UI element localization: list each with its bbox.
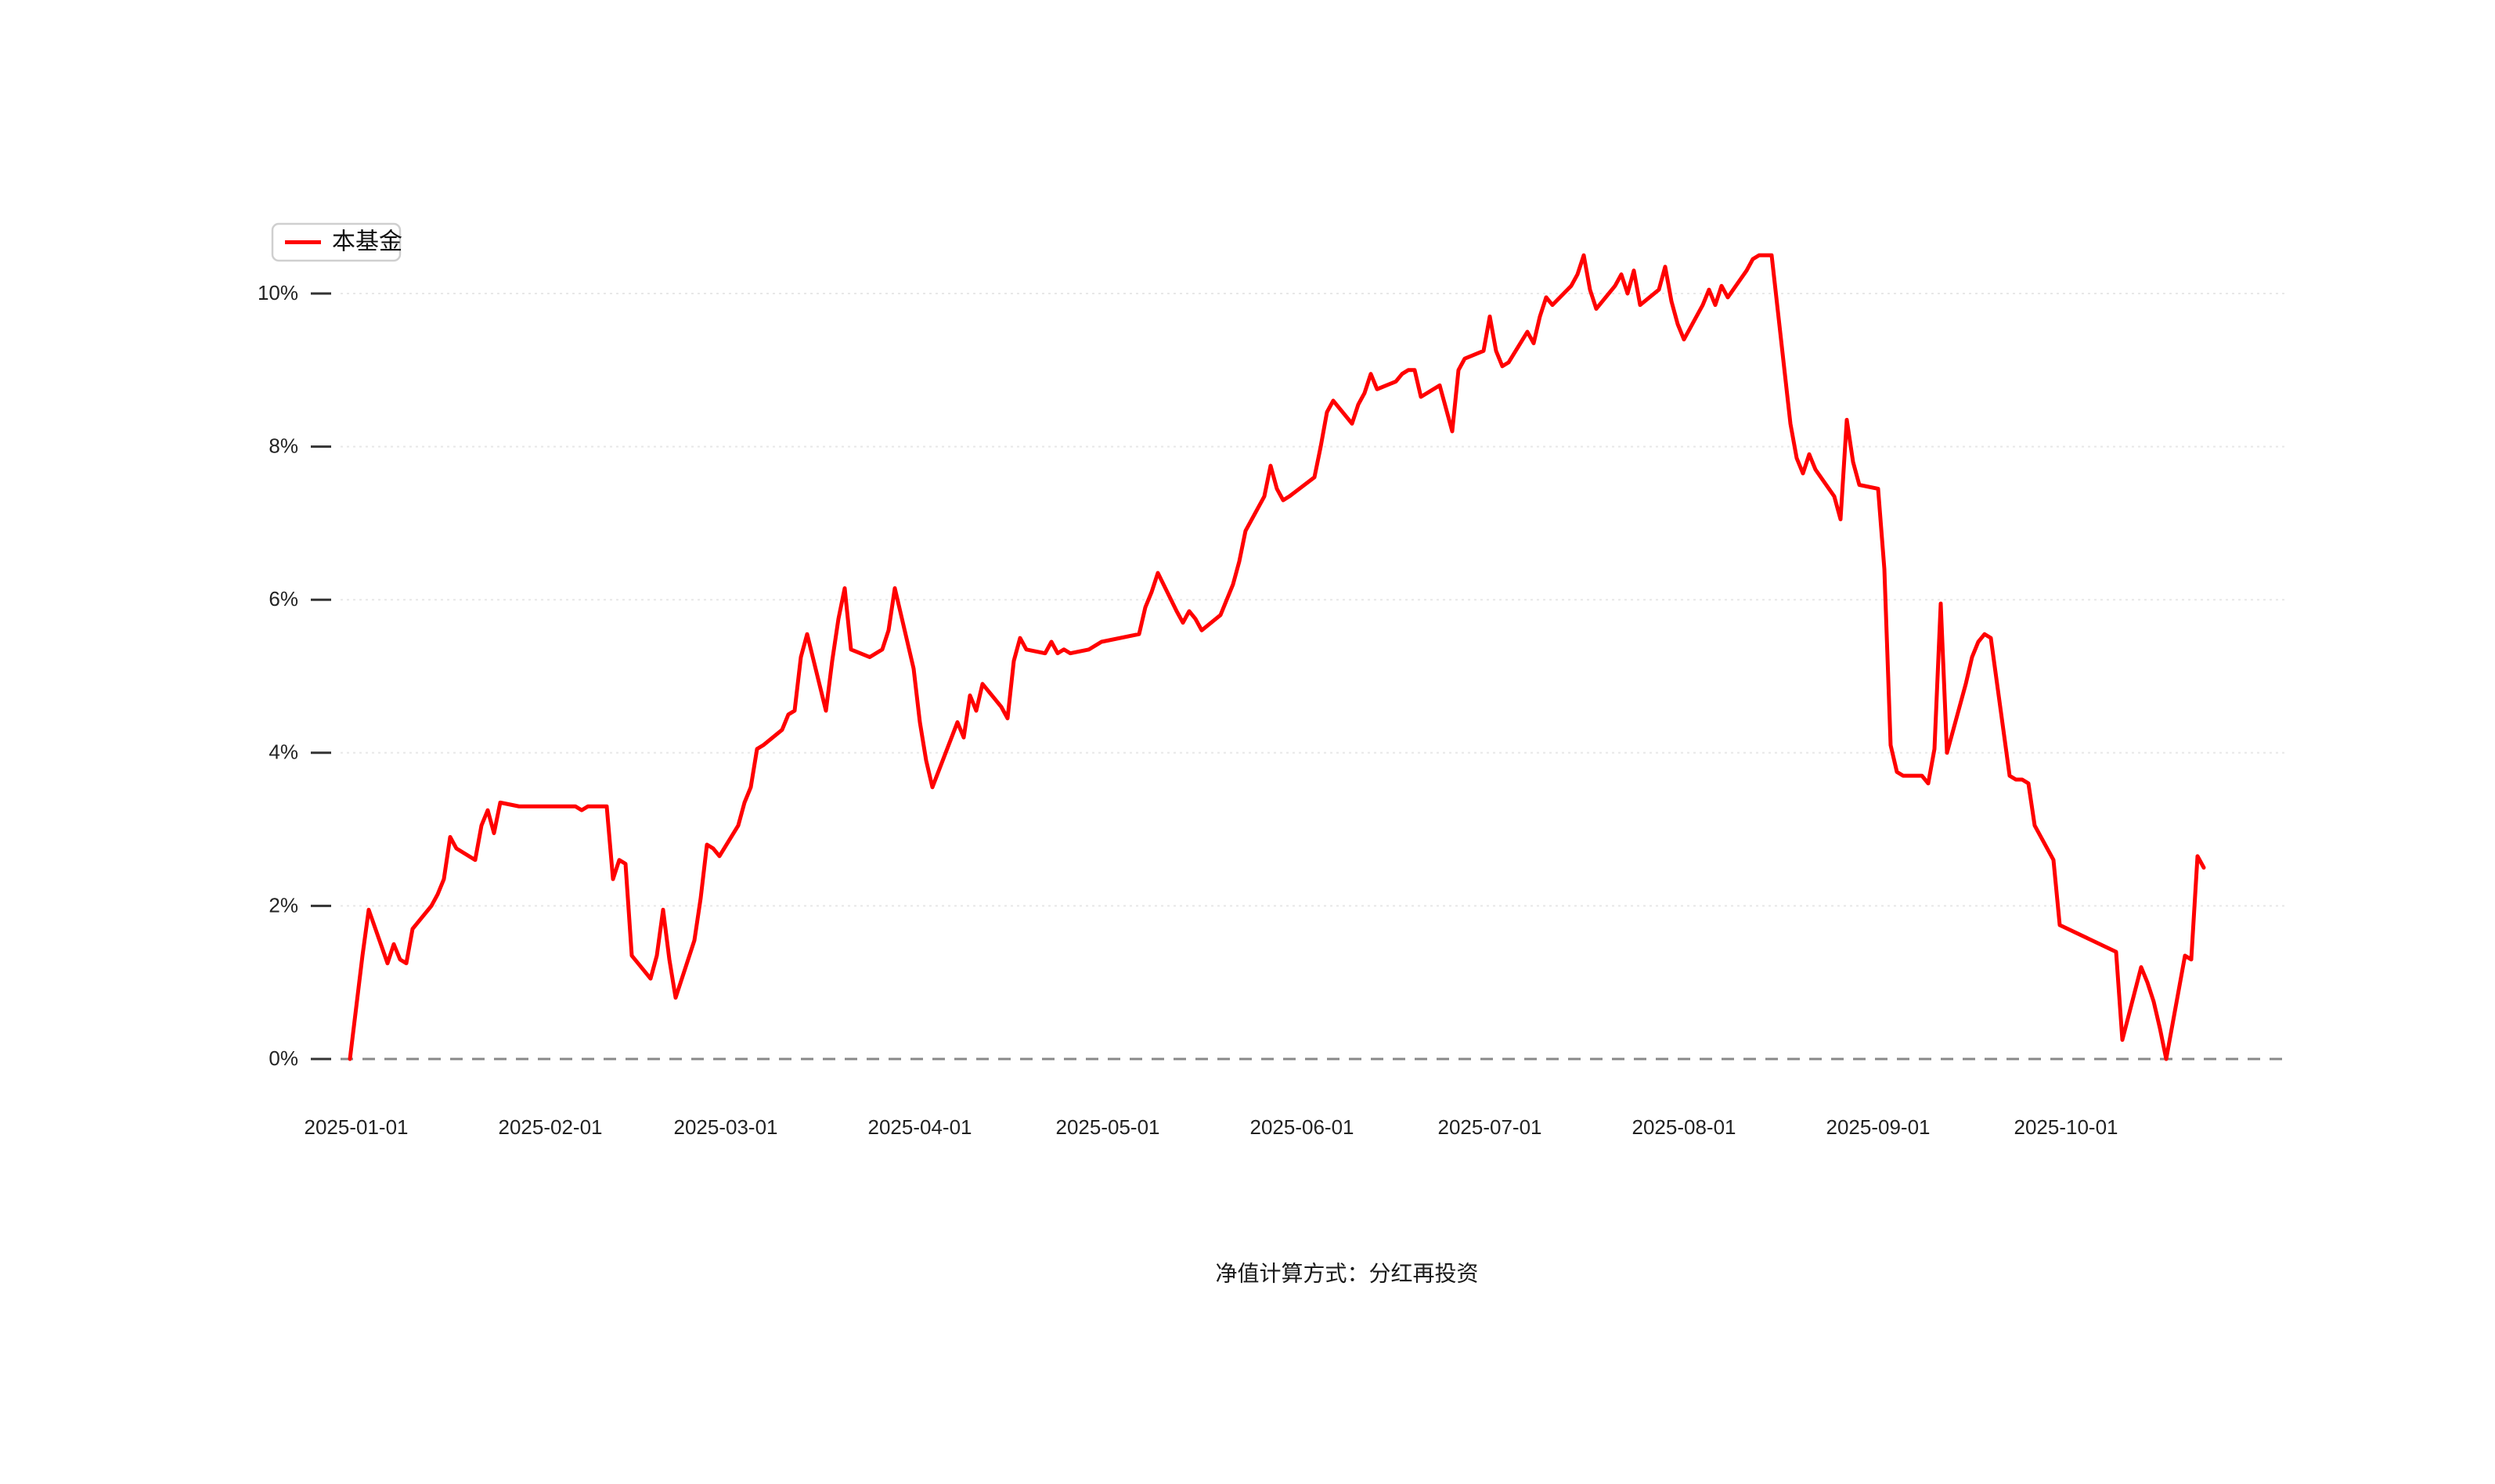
series-line-本基金[interactable]: [348, 253, 2206, 1061]
x-tick-label: 2025-04-01: [868, 1115, 972, 1139]
y-tick-label: 10%: [258, 281, 298, 304]
series-group: [348, 253, 2206, 1061]
legend-box: [271, 222, 402, 262]
legend[interactable]: 本基金: [271, 222, 402, 262]
x-tick-label: 2025-07-01: [1438, 1115, 1542, 1139]
x-tick-label: 2025-02-01: [499, 1115, 603, 1139]
y-tick-label: 0%: [269, 1046, 298, 1070]
x-tick-label: 2025-10-01: [2014, 1115, 2118, 1139]
y-tick-label: 4%: [269, 740, 298, 764]
legend-label[interactable]: 本基金: [332, 229, 402, 254]
nav-calculation-note: 净值计算方式：分红再投资: [1215, 1261, 1478, 1285]
x-tick-label: 2025-06-01: [1250, 1115, 1354, 1139]
y-tick-label: 6%: [269, 587, 298, 611]
x-tick-label: 2025-03-01: [674, 1115, 778, 1139]
gridlines-group: [341, 293, 2284, 1061]
x-tick-label: 2025-09-01: [1826, 1115, 1931, 1139]
x-tick-label: 2025-08-01: [1632, 1115, 1736, 1139]
x-tick-label: 2025-05-01: [1056, 1115, 1160, 1139]
y-tick-label: 8%: [269, 434, 298, 457]
y-axis-group: 0% 2% 4% 6% 8% 10%: [258, 281, 331, 1070]
x-tick-label: 2025-01-01: [305, 1115, 409, 1139]
y-tick-label: 2%: [269, 893, 298, 917]
x-axis-group: 2025-01-01 2025-02-01 2025-03-01 2025-04-01…: [305, 1115, 2118, 1139]
